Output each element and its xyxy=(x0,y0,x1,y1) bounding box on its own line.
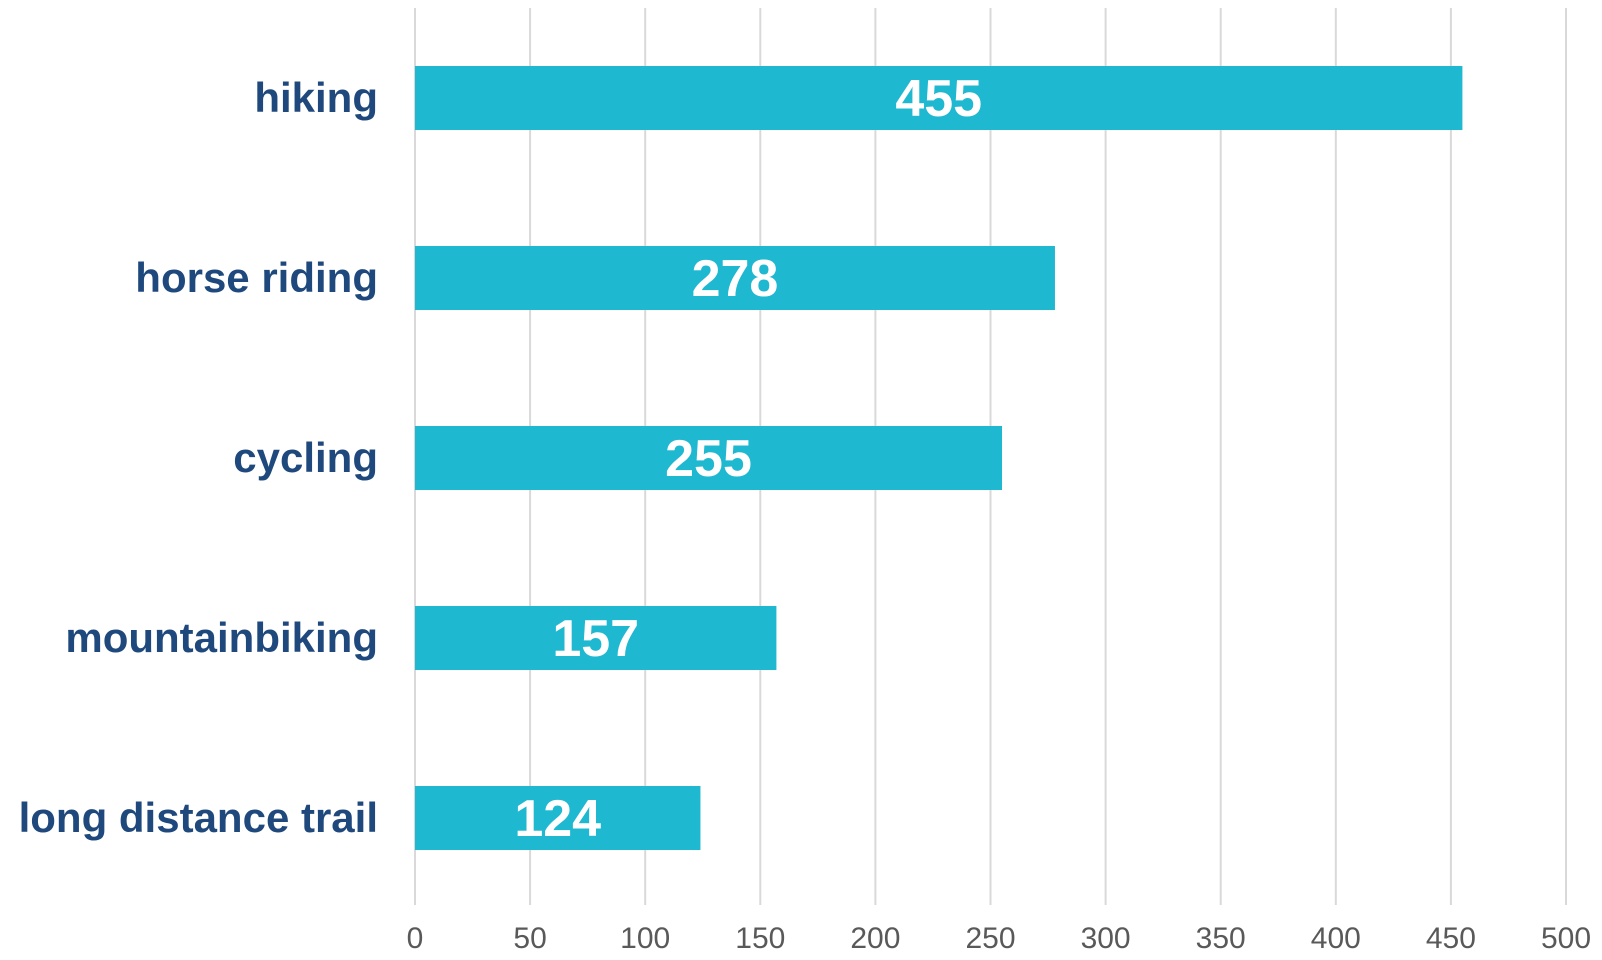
bars xyxy=(415,66,1463,850)
data-label-horse-riding: 278 xyxy=(692,250,779,308)
bar-long-distance-trail xyxy=(415,786,701,850)
x-tick-label-250: 250 xyxy=(965,922,1015,955)
category-label-hiking: hiking xyxy=(254,74,378,121)
bar-horse-riding xyxy=(415,246,1055,310)
x-tick-label-400: 400 xyxy=(1311,922,1361,955)
data-label-hiking: 455 xyxy=(895,70,982,128)
x-tick-label-450: 450 xyxy=(1426,922,1476,955)
data-label-mountainbiking: 157 xyxy=(552,610,639,668)
data-label-cycling: 255 xyxy=(665,430,752,488)
x-tick-label-350: 350 xyxy=(1196,922,1246,955)
x-tick-label-500: 500 xyxy=(1541,922,1591,955)
category-label-cycling: cycling xyxy=(233,434,378,481)
category-labels: hiking horse riding cycling mountainbiking l… xyxy=(19,74,378,841)
x-tick-label-300: 300 xyxy=(1081,922,1131,955)
data-label-long-distance-trail: 124 xyxy=(514,790,601,848)
data-labels: 455 278 255 157 124 xyxy=(514,70,982,848)
bar-cycling xyxy=(415,426,1003,490)
x-tick-label-0: 0 xyxy=(407,922,424,955)
x-axis-tick-labels: 0 50 100 150 200 250 300 350 400 450 500 xyxy=(407,922,1591,955)
x-tick-label-50: 50 xyxy=(513,922,546,955)
x-tick-label-150: 150 xyxy=(735,922,785,955)
category-label-horse-riding: horse riding xyxy=(135,254,378,301)
category-label-mountainbiking: mountainbiking xyxy=(65,614,378,661)
x-tick-label-200: 200 xyxy=(850,922,900,955)
category-label-long-distance-trail: long distance trail xyxy=(19,794,378,841)
x-tick-label-100: 100 xyxy=(620,922,670,955)
bar-hiking xyxy=(415,66,1463,130)
bar-mountainbiking xyxy=(415,606,777,670)
